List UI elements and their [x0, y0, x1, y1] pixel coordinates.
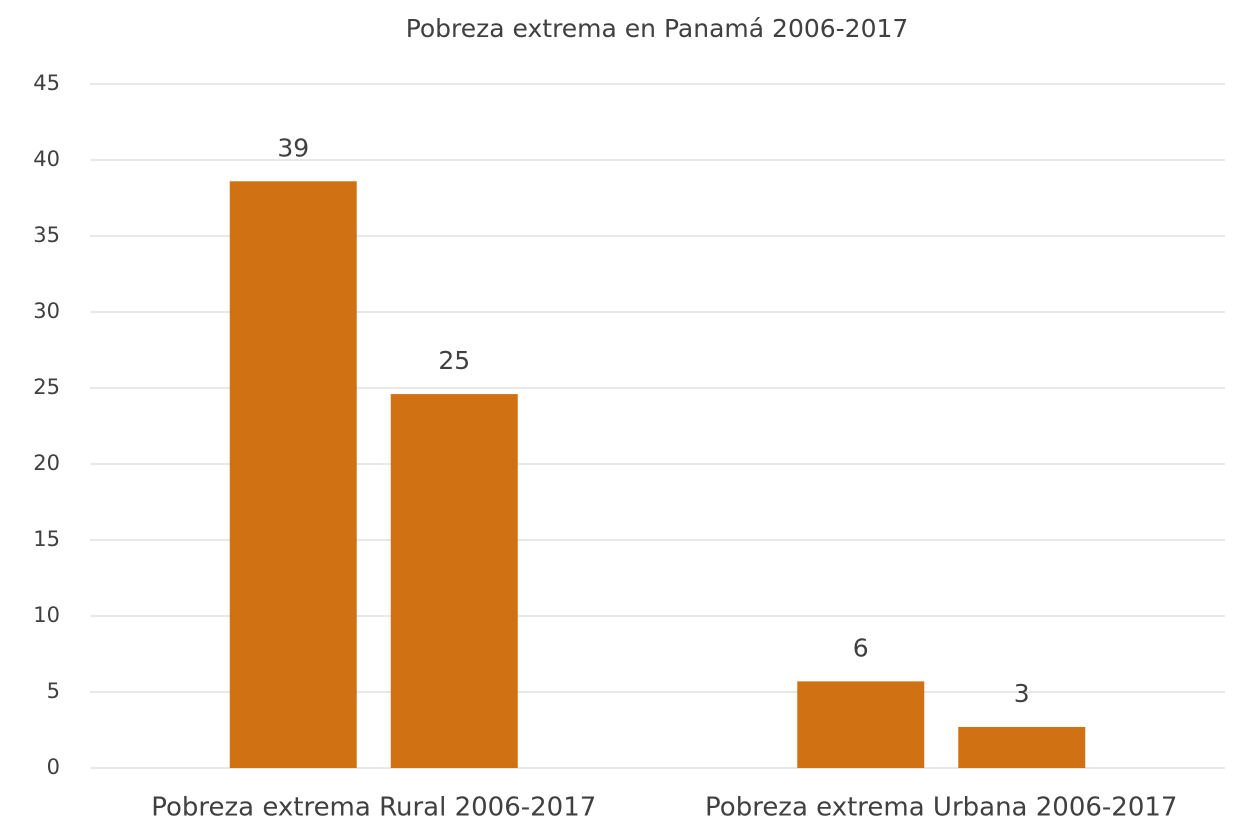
y-tick-label: 25: [33, 375, 60, 399]
value-label: 39: [277, 133, 309, 162]
y-tick-label: 40: [33, 147, 60, 171]
x-tick-label: Pobreza extrema Urbana 2006-2017: [705, 793, 1177, 823]
y-tick-label: 15: [33, 527, 60, 551]
y-tick-label: 35: [33, 223, 60, 247]
y-tick-label: 0: [47, 755, 60, 779]
bar: [958, 726, 1086, 768]
bar: [797, 681, 925, 768]
y-tick-label: 10: [33, 603, 60, 627]
value-label: 3: [1014, 679, 1030, 708]
bar: [390, 394, 518, 768]
y-tick-label: 45: [33, 71, 60, 95]
x-tick-label: Pobreza extrema Rural 2006-2017: [151, 793, 596, 823]
value-label: 6: [853, 633, 869, 662]
y-tick-label: 5: [47, 679, 60, 703]
y-tick-label: 30: [33, 299, 60, 323]
value-label: 25: [438, 346, 470, 375]
bar: [229, 181, 357, 768]
chart-title: Pobreza extrema en Panamá 2006-2017: [406, 14, 909, 43]
y-tick-label: 20: [33, 451, 60, 475]
